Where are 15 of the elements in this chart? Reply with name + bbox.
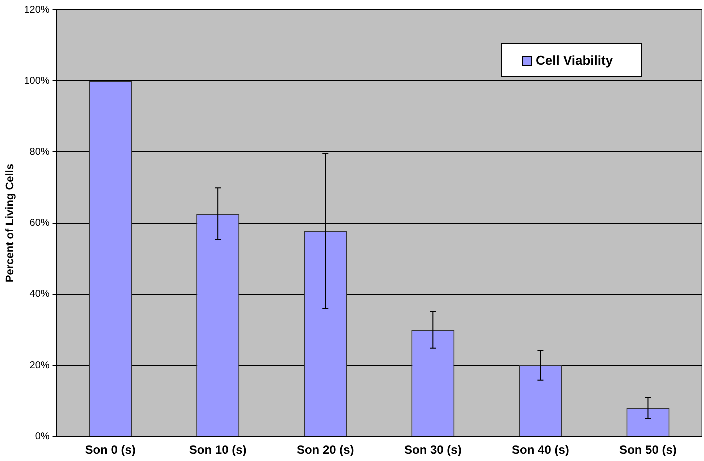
x-tick-label: Son 0 (s) (85, 443, 136, 458)
x-tick-label: Son 10 (s) (189, 443, 247, 458)
x-tick-label: Son 30 (s) (404, 443, 462, 458)
y-tick-label: 20% (30, 360, 50, 372)
y-axis-title: Percent of Living Cells (4, 164, 17, 283)
y-tick-label: 80% (30, 146, 50, 158)
legend-label: Cell Viability (536, 53, 614, 68)
y-tick-label: 100% (24, 76, 50, 87)
x-tick-label: Son 40 (s) (512, 443, 570, 458)
y-tick-label: 0% (35, 431, 50, 442)
y-tick-label: 60% (30, 218, 50, 230)
x-tick-label: Son 50 (s) (620, 443, 677, 458)
y-tick-label: 40% (30, 289, 50, 300)
y-tick-label: 120% (24, 4, 50, 16)
x-tick-label: Son 20 (s) (296, 443, 354, 458)
